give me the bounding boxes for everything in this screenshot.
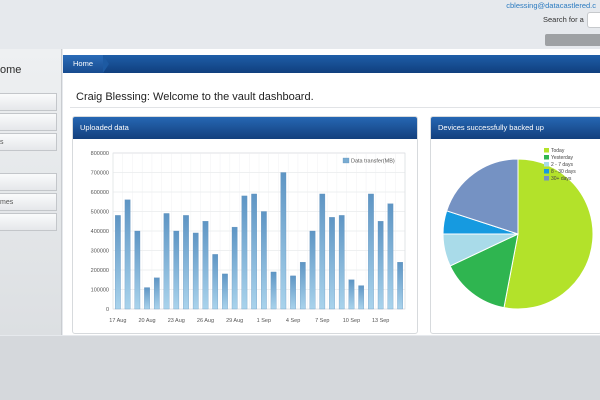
legend-swatch bbox=[544, 176, 549, 181]
bar bbox=[153, 277, 160, 310]
legend-label: Data transfer(MB) bbox=[351, 159, 395, 165]
sidebar-item-6[interactable] bbox=[0, 213, 57, 231]
bar bbox=[212, 254, 219, 310]
user-email-link[interactable]: cblessing@datacastlered.c bbox=[506, 1, 596, 10]
bar bbox=[134, 230, 141, 310]
legend-label: 30+ days bbox=[551, 176, 572, 182]
legend-label: 2 - 7 days bbox=[551, 162, 573, 168]
bar bbox=[231, 226, 238, 310]
bar bbox=[387, 203, 394, 310]
y-tick-label: 800000 bbox=[91, 151, 109, 157]
bar bbox=[124, 199, 131, 310]
x-tick-label: 1 Sep bbox=[257, 318, 271, 324]
legend-swatch bbox=[544, 162, 549, 167]
legend-swatch bbox=[342, 157, 350, 164]
uploaded-data-panel: Uploaded data 0 100000 200000 300000 400000 5… bbox=[72, 116, 418, 334]
y-tick-label: 700000 bbox=[91, 171, 109, 177]
x-tick-label: 20 Aug bbox=[138, 318, 155, 324]
divider bbox=[70, 107, 600, 108]
bar bbox=[241, 195, 248, 310]
bar bbox=[280, 172, 287, 310]
x-tick-label: 4 Sep bbox=[286, 318, 300, 324]
y-tick-label: 600000 bbox=[91, 190, 109, 196]
y-tick-label: 400000 bbox=[91, 229, 109, 235]
pie-slice bbox=[449, 233, 519, 309]
legend-label: Yesterday bbox=[551, 155, 574, 161]
bar bbox=[290, 275, 296, 310]
breadcrumb-bar: Home bbox=[63, 55, 600, 73]
uploaded-data-chart: 0 100000 200000 300000 400000 500000 600000 700… bbox=[91, 151, 406, 324]
x-tick-label: 10 Sep bbox=[343, 318, 360, 324]
pie-slice bbox=[446, 158, 519, 235]
sidebar-item-5[interactable]: mes bbox=[0, 193, 57, 211]
search-button[interactable] bbox=[545, 34, 600, 46]
bar bbox=[348, 279, 355, 310]
x-tick-label: 23 Aug bbox=[168, 318, 185, 324]
search-label: Search for a bbox=[543, 15, 584, 24]
bar bbox=[251, 193, 257, 310]
sidebar-item-2[interactable] bbox=[0, 113, 57, 131]
footer-area bbox=[0, 336, 600, 400]
x-tick-label: 13 Sep bbox=[372, 318, 389, 324]
bar bbox=[173, 230, 180, 310]
bar bbox=[163, 213, 170, 310]
legend-label: Today bbox=[551, 148, 565, 154]
x-tick-label: 17 Aug bbox=[109, 318, 126, 324]
devices-panel: Devices successfully backed up Today Yest… bbox=[430, 116, 600, 334]
bar bbox=[270, 271, 277, 310]
pie-slice bbox=[503, 158, 594, 310]
y-tick-label: 500000 bbox=[91, 210, 109, 216]
bar bbox=[299, 262, 306, 310]
legend-swatch bbox=[544, 155, 549, 160]
bar bbox=[358, 285, 365, 310]
bar bbox=[319, 193, 326, 310]
bar bbox=[377, 221, 384, 310]
search-input[interactable] bbox=[587, 12, 600, 28]
bar bbox=[183, 215, 189, 310]
bar bbox=[368, 193, 374, 310]
y-tick-label: 200000 bbox=[91, 268, 109, 274]
y-tick-label: 100000 bbox=[91, 288, 109, 294]
sidebar-item-1[interactable] bbox=[0, 93, 57, 111]
legend-swatch bbox=[544, 169, 549, 174]
y-tick-label: 300000 bbox=[91, 249, 109, 255]
sidebar-title: ome bbox=[0, 64, 22, 76]
bar bbox=[397, 262, 403, 310]
bar bbox=[222, 273, 228, 310]
x-tick-label: 7 Sep bbox=[315, 318, 329, 324]
legend-swatch bbox=[544, 148, 549, 153]
home-breadcrumb[interactable]: Home bbox=[63, 55, 110, 73]
bar bbox=[338, 215, 345, 310]
page-title: Craig Blessing: Welcome to the vault das… bbox=[76, 91, 314, 103]
bar bbox=[192, 232, 199, 310]
bar bbox=[144, 287, 150, 310]
legend-label: 8 - 30 days bbox=[551, 169, 576, 175]
uploaded-data-title: Uploaded data bbox=[73, 117, 417, 139]
bar bbox=[202, 221, 209, 310]
devices-title: Devices successfully backed up bbox=[431, 117, 600, 139]
bar bbox=[261, 211, 267, 310]
bar bbox=[309, 230, 316, 310]
sidebar bbox=[0, 49, 62, 335]
bar bbox=[115, 215, 121, 310]
y-tick-label: 0 bbox=[106, 307, 109, 313]
bar bbox=[329, 217, 335, 310]
x-tick-label: 29 Aug bbox=[226, 318, 243, 324]
x-tick-label: 26 Aug bbox=[197, 318, 214, 324]
sidebar-item-4[interactable] bbox=[0, 173, 57, 191]
sidebar-item-3[interactable]: s bbox=[0, 133, 57, 151]
